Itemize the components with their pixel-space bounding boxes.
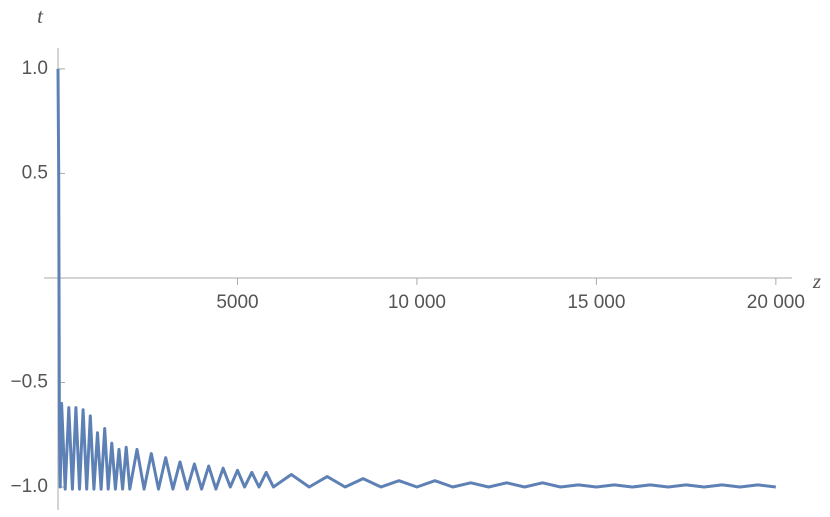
x-tick-label: 15 000 — [567, 292, 625, 313]
y-tick-label: −1.0 — [10, 476, 48, 497]
y-tick-label: −0.5 — [10, 371, 48, 392]
x-tick-label: 5000 — [216, 292, 258, 313]
x-tick-label: 10 000 — [388, 292, 446, 313]
y-tick-label: 1.0 — [22, 58, 48, 79]
y-axis-label: t — [37, 4, 44, 28]
y-tick-label: 0.5 — [22, 162, 48, 183]
x-tick-label: 20 000 — [747, 292, 805, 313]
x-axis-label: z — [812, 269, 821, 293]
data-line — [56, 68, 776, 491]
